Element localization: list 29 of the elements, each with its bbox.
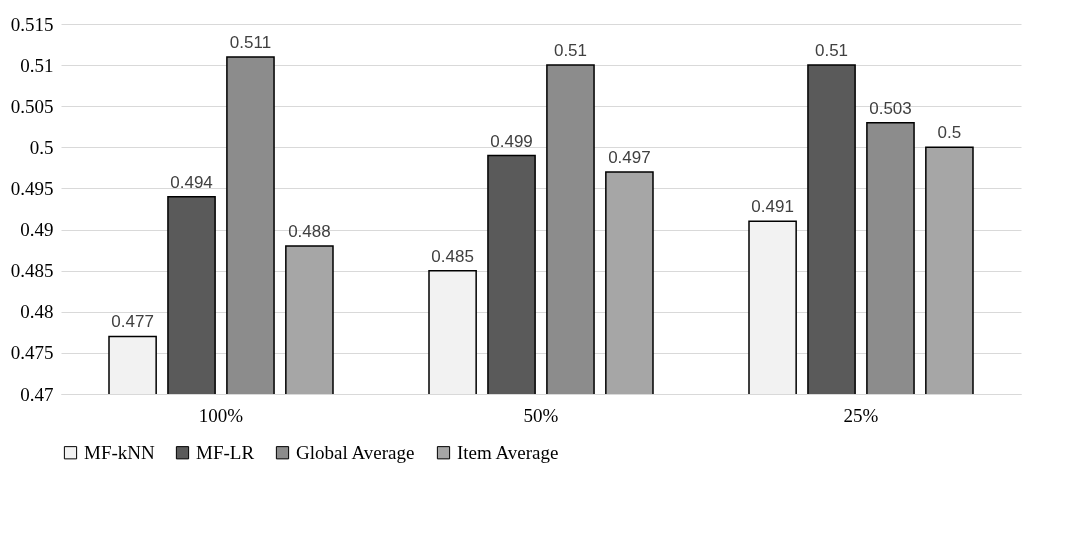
x-tick-label: 50% [523, 404, 559, 426]
data-label: 0.494 [170, 172, 213, 192]
x-tick-label: 100% [198, 404, 244, 426]
data-label: 0.485 [431, 246, 474, 266]
legend-label: Item Average [457, 441, 559, 463]
legend-label: MF-LR [196, 441, 255, 463]
y-tick-label: 0.51 [20, 54, 54, 76]
x-tick-label: 25% [843, 404, 879, 426]
data-label: 0.51 [553, 41, 588, 61]
data-label: 0.503 [869, 98, 912, 118]
data-label: 0.51 [814, 41, 849, 61]
legend-label: MF-kNN [84, 441, 156, 463]
data-label: 0.477 [111, 312, 154, 332]
data-label: 0.5 [937, 123, 962, 143]
legend-label: Global Average [296, 441, 415, 463]
data-label: 0.499 [490, 131, 533, 151]
y-tick-label: 0.505 [10, 95, 54, 117]
data-label: 0.497 [608, 148, 651, 167]
y-tick-label: 0.485 [10, 260, 54, 282]
y-tick-label: 0.48 [20, 301, 54, 323]
data-label: 0.488 [288, 222, 331, 241]
data-label: 0.511 [229, 32, 272, 52]
y-tick-label: 0.515 [10, 13, 54, 35]
y-tick-label: 0.475 [10, 342, 54, 364]
y-tick-label: 0.5 [29, 136, 54, 158]
data-label: 0.491 [751, 197, 794, 217]
y-tick-label: 0.495 [10, 177, 54, 199]
y-tick-label: 0.47 [20, 383, 54, 405]
y-tick-label: 0.49 [20, 219, 54, 241]
